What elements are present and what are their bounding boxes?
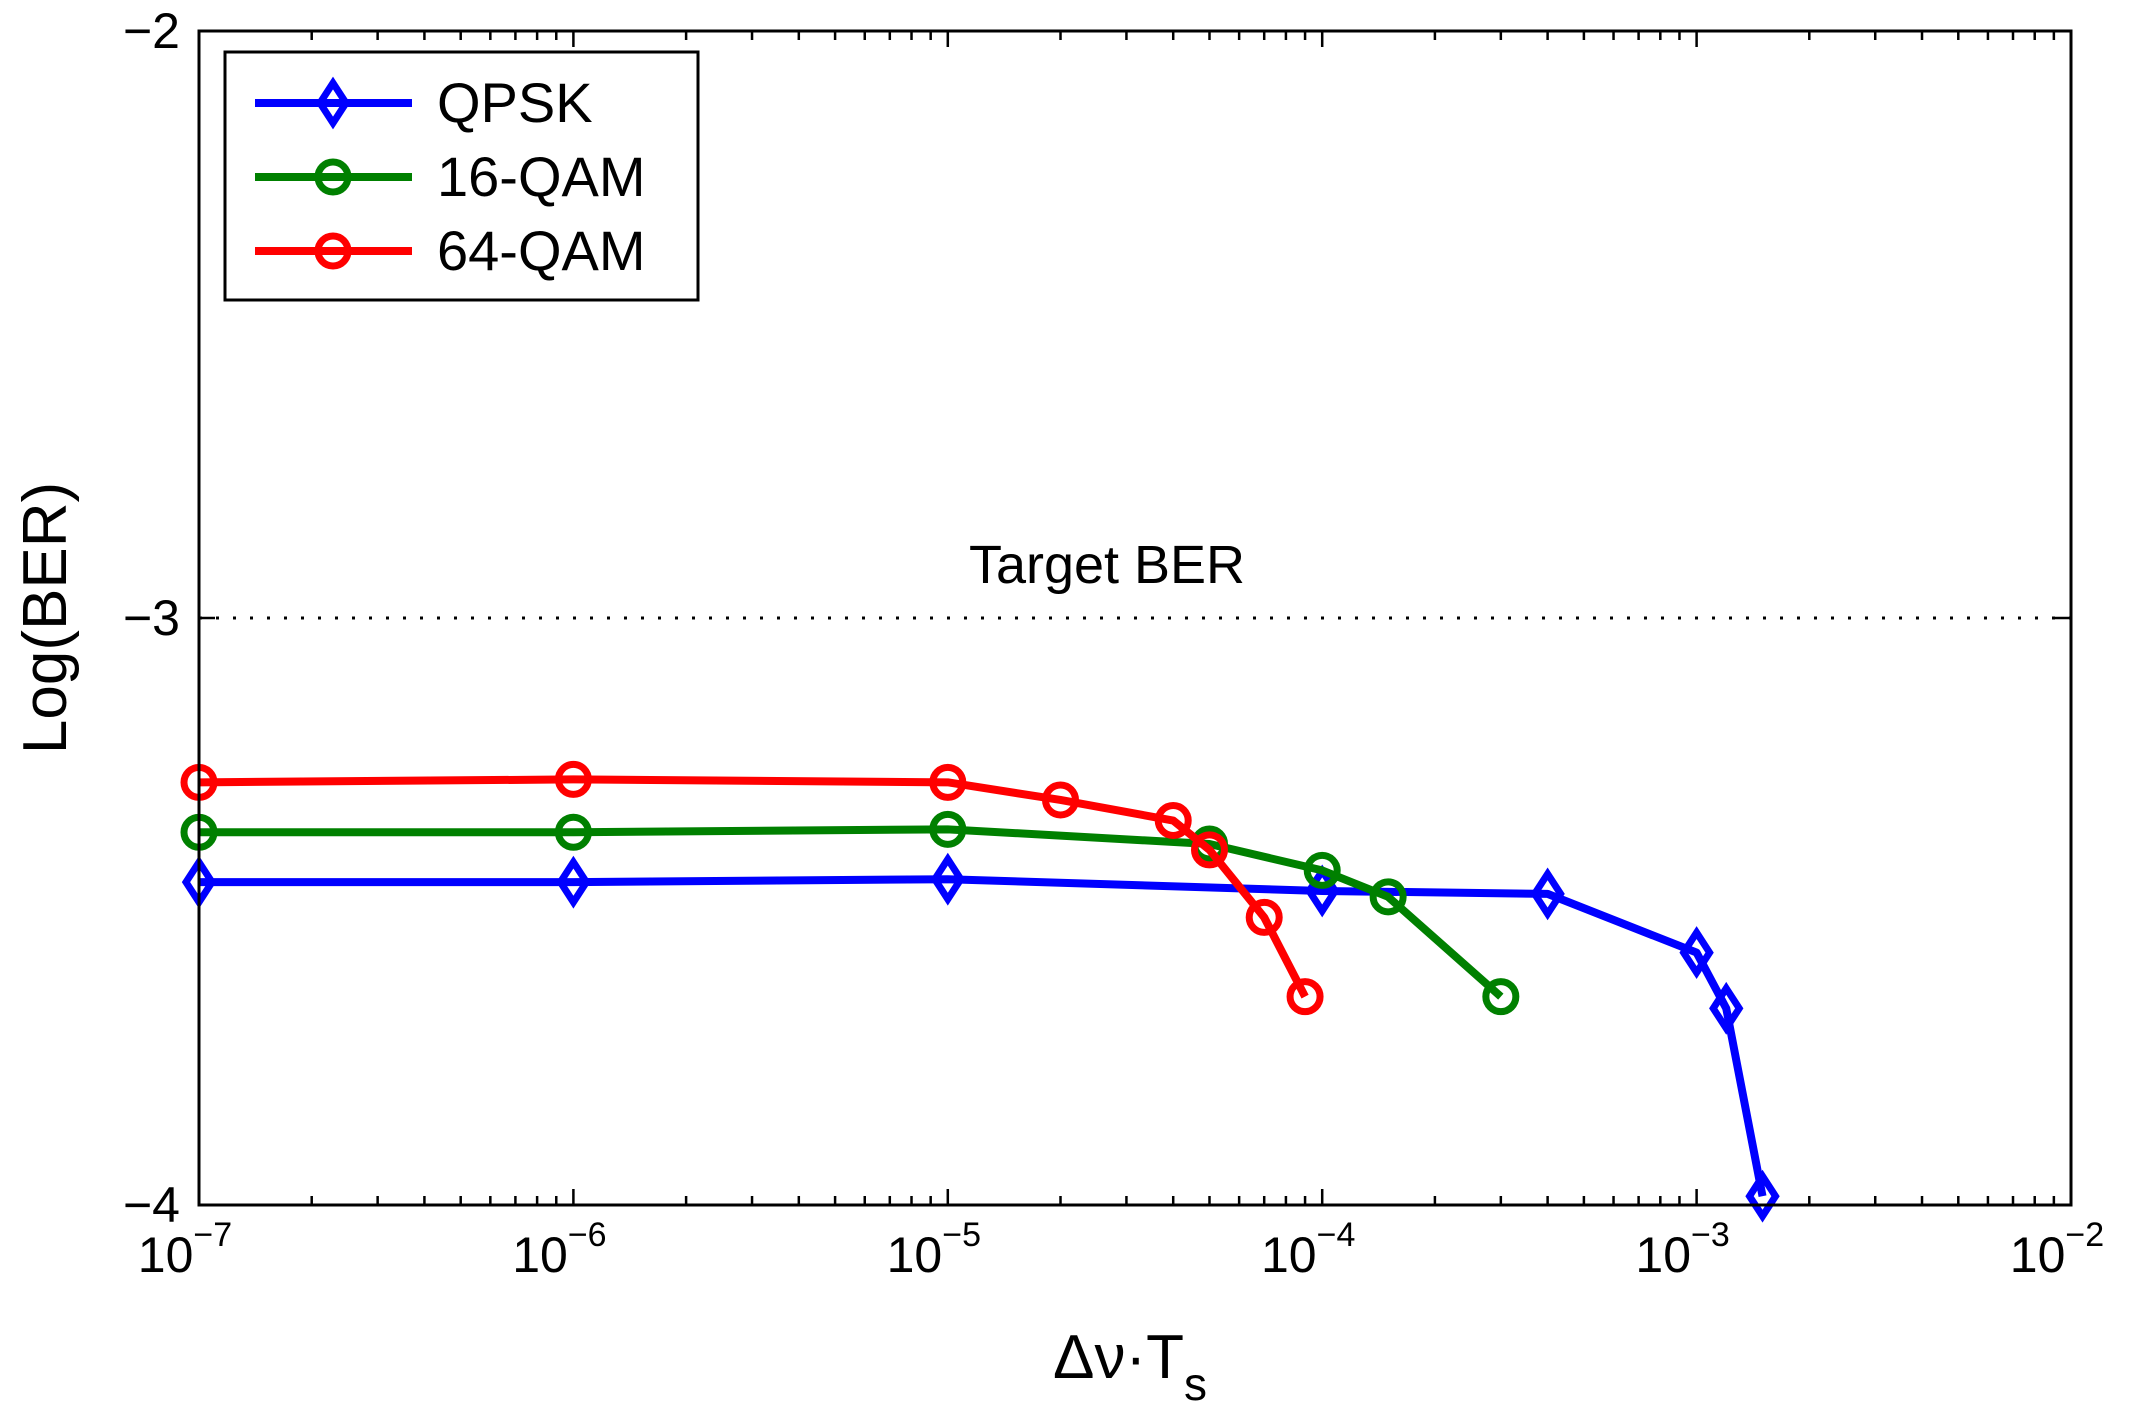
data-point — [1369, 878, 1407, 916]
x-tick-base: 10 — [1635, 1227, 1691, 1283]
x-tick-label: 10−7 — [138, 1216, 232, 1283]
legend-swatch-marker — [315, 76, 351, 130]
data-point — [929, 763, 967, 801]
x-tick-label: 10−4 — [1261, 1216, 1355, 1283]
legend-item: 64-QAM — [255, 219, 646, 282]
x-tick-label: 10−6 — [512, 1216, 606, 1283]
x-tick-base: 10 — [512, 1227, 568, 1283]
data-point — [1042, 781, 1080, 819]
target-ber-label: Target BER — [969, 535, 1245, 595]
legend-label: 64-QAM — [437, 219, 646, 282]
data-point — [929, 810, 967, 848]
legend-label: QPSK — [437, 71, 593, 134]
y-tick-label: −2 — [123, 3, 180, 59]
plot-frame — [197, 29, 2073, 1207]
x-tick-base: 10 — [887, 1227, 943, 1283]
data-point — [1190, 831, 1228, 869]
data-point — [1745, 1169, 1780, 1223]
legend-swatch-marker — [314, 158, 352, 196]
y-axis-label: Log(BER) — [11, 482, 80, 754]
x-tick-base: 10 — [1261, 1227, 1317, 1283]
data-point — [554, 813, 592, 851]
x-tick-exponent: −3 — [1691, 1216, 1730, 1254]
x-tick-exponent: −6 — [568, 1216, 607, 1254]
y-tick-label: −4 — [123, 1177, 180, 1233]
x-tick-exponent: −2 — [2065, 1216, 2104, 1254]
series-line — [199, 825, 1504, 1000]
y-tick-labels: −2 −3 −4 — [123, 3, 180, 1233]
data-point — [1303, 851, 1341, 889]
x-tick-labels: 10−7 10−6 10−5 10−4 10−3 10−2 — [138, 1216, 2104, 1283]
x-axis-label-subscript: s — [1184, 1358, 1207, 1410]
data-point — [1154, 802, 1192, 840]
data-point — [1482, 978, 1520, 1016]
x-tick-base: 10 — [138, 1227, 194, 1283]
data-point — [556, 855, 591, 909]
data-point — [1286, 978, 1324, 1016]
data-point — [930, 852, 965, 906]
legend: QPSK 16-QAM 64-QAM — [223, 50, 700, 302]
x-tick-base: 10 — [2010, 1227, 2066, 1283]
data-point — [1530, 867, 1565, 921]
legend-item: 16-QAM — [255, 145, 646, 208]
legend-label: 16-QAM — [437, 145, 646, 208]
x-tick-exponent: −5 — [942, 1216, 981, 1254]
data-point — [1679, 926, 1714, 980]
legend-swatch-marker — [314, 232, 352, 270]
data-point — [1709, 981, 1744, 1035]
series-layer — [180, 760, 1780, 1223]
data-point — [1245, 898, 1283, 936]
x-axis-label-main: Δν·T — [1053, 1323, 1184, 1392]
y-tick-label: −3 — [123, 590, 180, 646]
x-tick-exponent: −4 — [1317, 1216, 1356, 1254]
data-point — [554, 760, 592, 798]
x-tick-label: 10−3 — [1635, 1216, 1729, 1283]
x-tick-label: 10−2 — [2010, 1216, 2104, 1283]
x-tick-label: 10−5 — [887, 1216, 981, 1283]
legend-item: QPSK — [255, 71, 593, 134]
x-axis-label: Δν·Ts — [1053, 1323, 1207, 1410]
x-tick-exponent: −7 — [193, 1216, 232, 1254]
